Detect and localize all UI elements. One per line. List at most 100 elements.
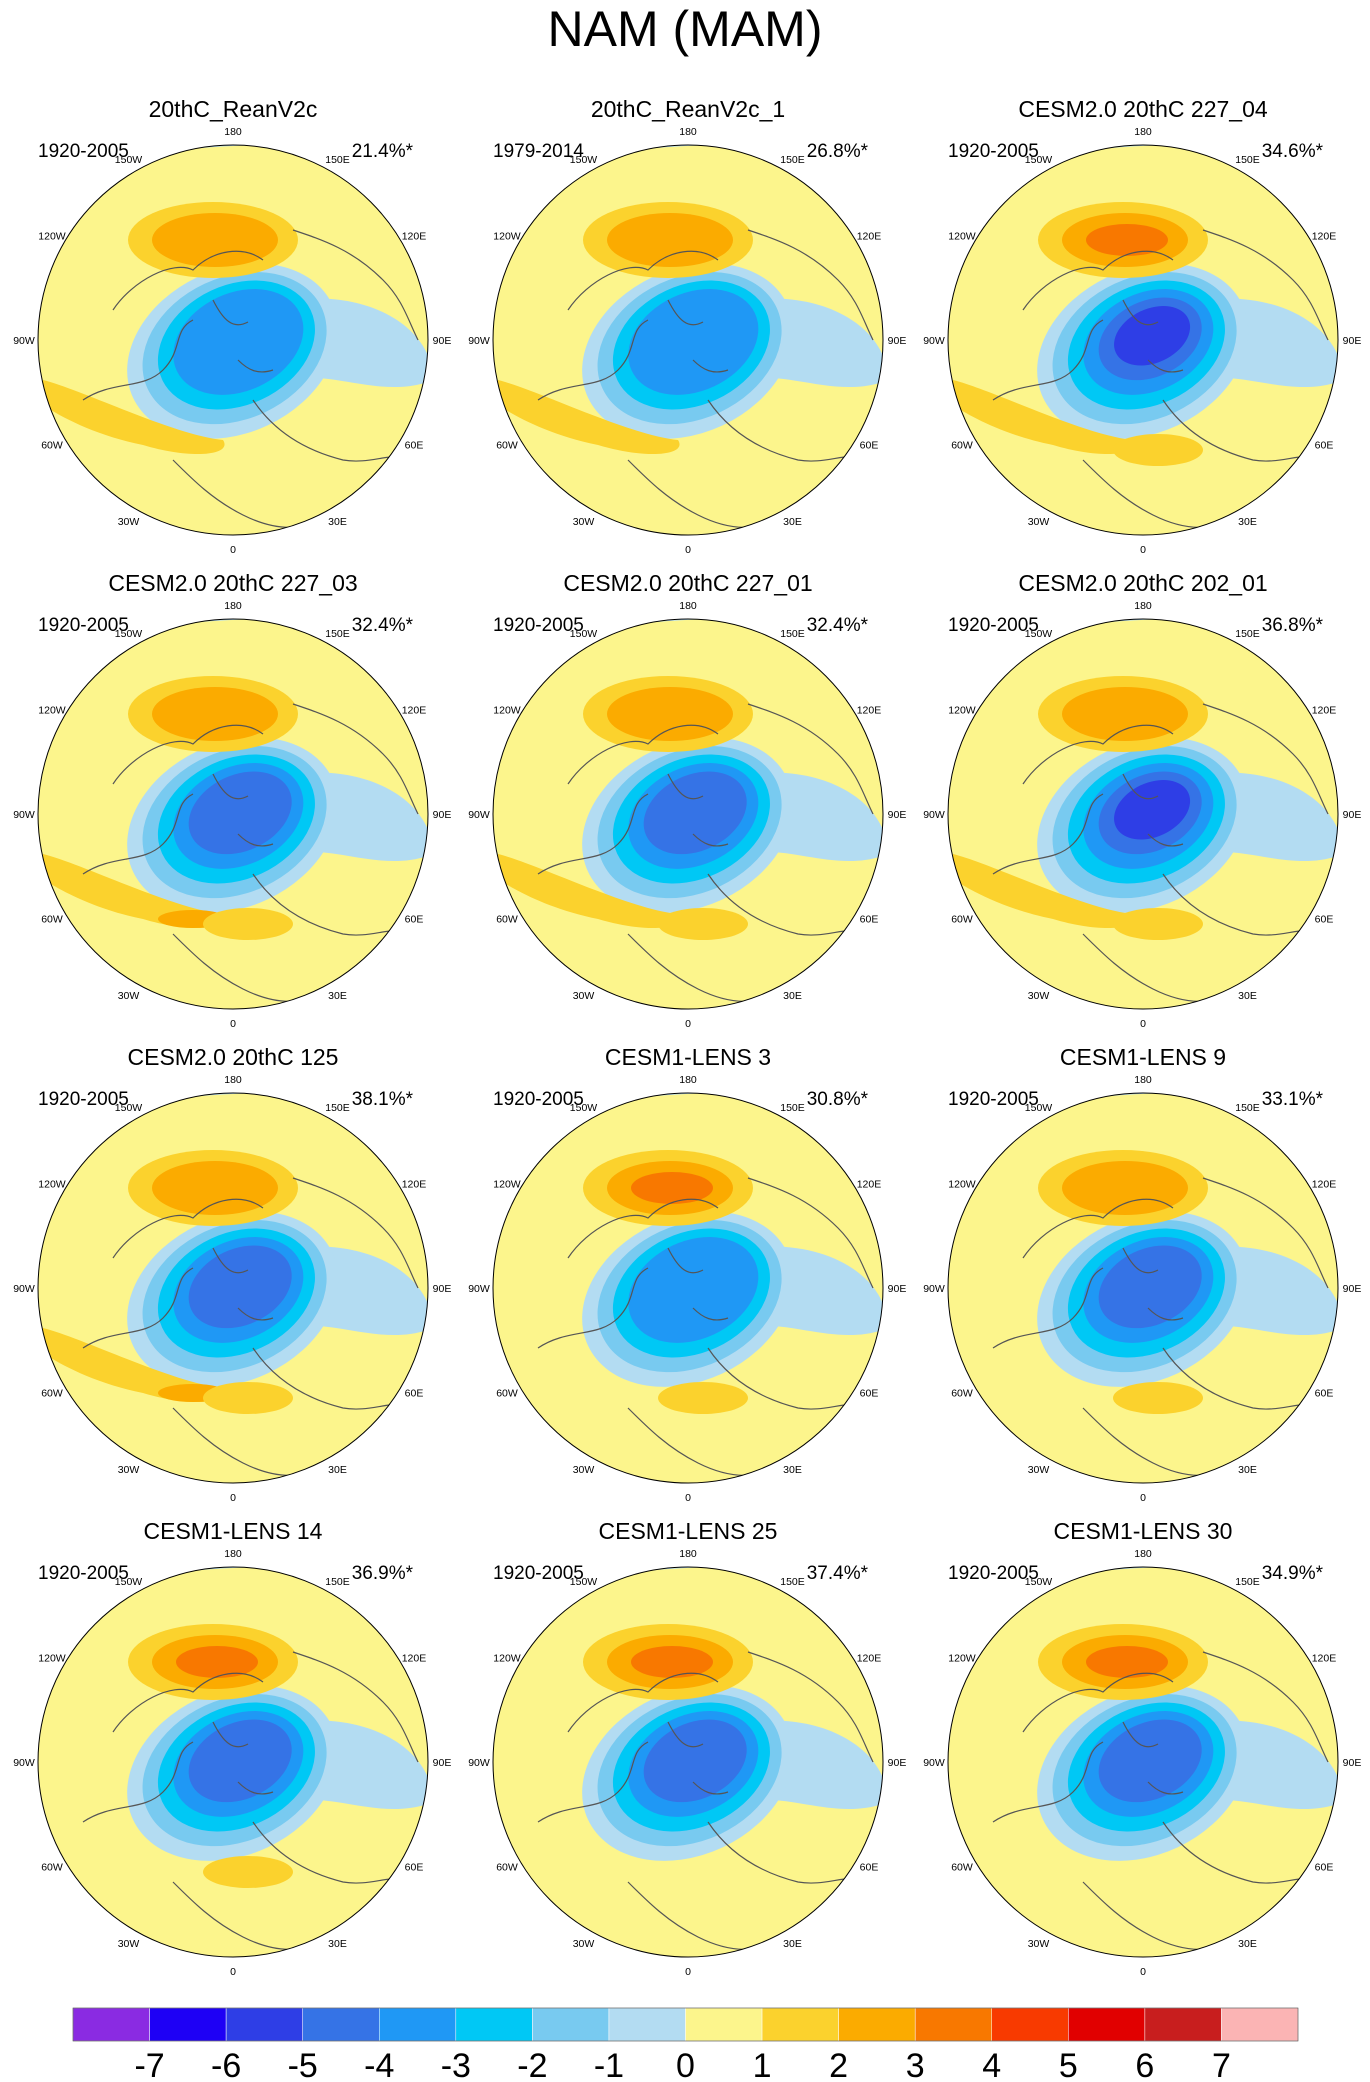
panel-period: 1920-2005 <box>948 141 1039 162</box>
longitude-label: 30E <box>1238 1464 1257 1476</box>
longitude-label: 120W <box>38 1179 66 1191</box>
longitude-label: 30W <box>118 990 140 1002</box>
longitude-label: 120W <box>948 1653 976 1665</box>
atlantic-positive-contour <box>498 380 680 455</box>
longitude-label: 0 <box>1140 1492 1146 1504</box>
panel-period: 1920-2005 <box>38 141 129 162</box>
panel-title: CESM2.0 20thC 227_04 <box>1018 96 1268 122</box>
panel-variance: 36.8%* <box>1262 615 1324 636</box>
panel-period: 1920-2005 <box>948 615 1039 636</box>
colorbar-swatch <box>302 2007 380 2042</box>
panel-title: 20thC_ReanV2c_1 <box>591 96 785 122</box>
longitude-label: 60E <box>1315 1388 1334 1400</box>
longitude-label: 120E <box>857 1653 882 1665</box>
map-panel: CESM2.0 20thC 202_01 1920-2005 36.8%* 180 15… <box>923 570 1361 1030</box>
longitude-label: 90E <box>888 809 907 821</box>
longitude-label: 150E <box>780 1576 805 1588</box>
colorbar-swatch <box>1221 2007 1299 2042</box>
longitude-label: 30W <box>573 990 595 1002</box>
longitude-label: 90E <box>1343 335 1362 347</box>
longitude-label: 150W <box>1025 1102 1053 1114</box>
europe-positive-contour <box>1113 1382 1203 1414</box>
map-border <box>947 1092 1339 1484</box>
colorbar-label: 2 <box>829 2047 848 2082</box>
europe-positive-contour <box>1113 434 1203 466</box>
colorbar-swatch <box>685 2007 763 2042</box>
longitude-label: 30W <box>1028 1938 1050 1950</box>
figure-title: NAM (MAM) <box>548 1 823 57</box>
anomaly-field <box>38 619 428 1009</box>
negative-contour <box>643 1719 747 1803</box>
longitude-label: 120E <box>1312 231 1337 243</box>
longitude-label: 90E <box>433 335 452 347</box>
longitude-label: 150W <box>1025 154 1053 166</box>
pacific-positive-contour <box>1062 687 1188 741</box>
panel-variance: 38.1%* <box>352 1089 414 1110</box>
map-border <box>37 1092 429 1484</box>
map-border <box>492 1566 884 1958</box>
longitude-label: 90E <box>888 335 907 347</box>
longitude-label: 90W <box>13 1283 35 1295</box>
longitude-label: 150E <box>325 154 350 166</box>
longitude-label: 150E <box>780 154 805 166</box>
longitude-label: 150W <box>570 1576 598 1588</box>
europe-positive-contour <box>203 1856 293 1888</box>
anomaly-field <box>493 1093 883 1483</box>
longitude-label: 90E <box>1343 1283 1362 1295</box>
longitude-label: 90W <box>923 809 945 821</box>
coastlines <box>82 1177 419 1476</box>
colorbar-label: 1 <box>753 2047 772 2082</box>
longitude-label: 90W <box>468 1283 490 1295</box>
coastlines <box>992 229 1329 528</box>
colorbar-swatch <box>761 2007 839 2042</box>
atlantic-positive-contour <box>43 1328 225 1403</box>
longitude-label: 0 <box>685 1492 691 1504</box>
europe-positive-contour <box>203 908 293 940</box>
anomaly-field <box>948 1567 1338 1957</box>
pacific-positive-contour <box>152 213 278 267</box>
longitude-label: 60E <box>1315 1862 1334 1874</box>
anomaly-field <box>948 619 1338 1009</box>
anomaly-field <box>38 1567 428 1957</box>
colorbar-swatch <box>379 2007 457 2042</box>
panel-variance: 21.4%* <box>352 141 414 162</box>
panel-title: CESM2.0 20thC 202_01 <box>1018 570 1267 596</box>
longitude-label: 90W <box>468 335 490 347</box>
colorbar-swatch <box>1068 2007 1146 2042</box>
colorbar-swatch <box>914 2007 992 2042</box>
longitude-label: 150W <box>570 1102 598 1114</box>
colorbar-label: -4 <box>364 2047 394 2082</box>
pacific-positive-contour <box>152 1161 278 1215</box>
longitude-label: 120W <box>38 1653 66 1665</box>
longitude-label: 60E <box>405 1862 424 1874</box>
longitude-label: 30W <box>1028 516 1050 528</box>
longitude-label: 60W <box>496 440 518 452</box>
negative-contour <box>1114 780 1191 840</box>
colorbar-label: -1 <box>594 2047 624 2082</box>
map-border <box>947 144 1339 536</box>
colorbar-swatch <box>1144 2007 1222 2042</box>
panel-title: CESM1-LENS 3 <box>605 1044 771 1070</box>
longitude-label: 180 <box>224 1074 242 1086</box>
anomaly-field <box>493 619 883 1009</box>
map-panel: CESM1-LENS 3 1920-2005 30.8%* 180 150E 120E 90… <box>468 1044 906 1504</box>
panel-title: CESM1-LENS 30 <box>1054 1518 1233 1544</box>
europe-positive-contour <box>658 908 748 940</box>
map-panel: CESM1-LENS 25 1920-2005 37.4%* 180 150E 120E 9… <box>468 1518 906 1978</box>
longitude-label: 120E <box>857 231 882 243</box>
longitude-label: 120E <box>1312 1179 1337 1191</box>
longitude-label: 30E <box>783 990 802 1002</box>
longitude-label: 30W <box>118 1938 140 1950</box>
pacific-positive-contour <box>1086 224 1168 256</box>
longitude-label: 90W <box>468 809 490 821</box>
colorbar-swatch <box>455 2007 533 2042</box>
longitude-label: 30W <box>573 516 595 528</box>
anomaly-field <box>38 145 428 535</box>
longitude-label: 60W <box>41 1862 63 1874</box>
map-panel: 20thC_ReanV2c 1920-2005 21.4%* 180 150E 120E 9… <box>13 96 451 556</box>
longitude-label: 120W <box>493 1653 521 1665</box>
longitude-label: 180 <box>224 1548 242 1560</box>
panel-title: CESM1-LENS 25 <box>599 1518 778 1544</box>
colorbar-swatch <box>608 2007 686 2042</box>
longitude-label: 60W <box>496 1388 518 1400</box>
